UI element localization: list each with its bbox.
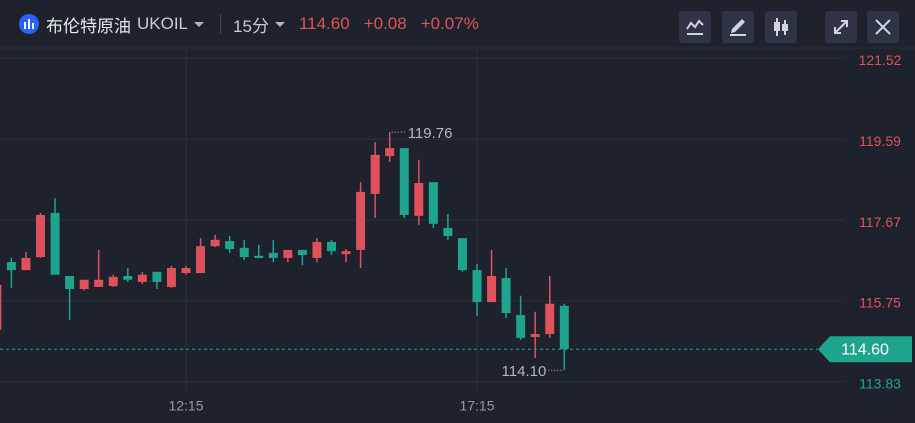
candle-body [6, 262, 16, 271]
candle-body [341, 251, 351, 255]
chart-type-button[interactable] [765, 11, 797, 43]
candle-body [472, 270, 482, 303]
candle-body [487, 276, 497, 303]
symbol-name: 布伦特原油 [46, 16, 131, 36]
candle-body [65, 276, 75, 290]
x-tick-label: 17:15 [459, 398, 494, 414]
candle-body [21, 257, 31, 271]
y-tick-label: 115.75 [859, 295, 901, 311]
annotation-label: 114.10 [502, 363, 547, 380]
last-price-label: 114.60 [841, 341, 889, 358]
annotation-label: 119.76 [408, 125, 453, 142]
price: 114.60 [298, 14, 350, 33]
fullscreen-button[interactable] [825, 11, 857, 43]
candle-body [268, 252, 278, 258]
indicator-button[interactable] [679, 11, 711, 43]
x-tick-label: 12:15 [168, 398, 203, 414]
change: +0.08 [363, 14, 407, 33]
candle-body [399, 148, 409, 216]
candle-body [36, 215, 45, 258]
draw-button[interactable] [722, 11, 754, 43]
interval[interactable]: 15分 [233, 16, 269, 36]
candle-body [356, 191, 366, 250]
candle-body [79, 279, 89, 290]
y-tick-label: 119.59 [859, 133, 901, 149]
candle-body [559, 305, 569, 350]
candle-body [545, 303, 555, 335]
symbol-code[interactable]: UKOIL [137, 14, 189, 33]
candle-body [443, 228, 453, 237]
candle-body [501, 278, 511, 314]
candle-body [181, 268, 191, 274]
symbol-icon [19, 14, 39, 34]
candle-body [327, 241, 336, 252]
candle-body [530, 334, 540, 337]
candle-body [239, 247, 249, 258]
candle-body [516, 315, 526, 338]
candle-body [414, 183, 424, 216]
candle-body [0, 284, 2, 330]
y-tick-label: 113.83 [859, 375, 901, 391]
header: 布伦特原油 UKOIL 15分 114.60 +0.08 +0.07% [0, 0, 915, 48]
candle-body [312, 241, 322, 258]
candle-body [196, 246, 206, 274]
separator [220, 14, 222, 34]
y-tick-label: 121.52 [859, 52, 902, 68]
close-button[interactable] [867, 11, 899, 43]
candle-body [94, 279, 104, 287]
candle-body [225, 241, 235, 250]
dropdown-caret[interactable] [274, 21, 285, 27]
candle-body [123, 276, 133, 280]
candle-body [108, 276, 118, 287]
candle-body [283, 249, 293, 258]
candle-body [254, 255, 264, 258]
change-pct: +0.07% [420, 14, 479, 33]
candle-body [166, 268, 176, 287]
candle-body [297, 249, 307, 255]
candle-body [428, 182, 438, 224]
candle-body [370, 154, 380, 194]
candle-body [152, 271, 162, 282]
y-tick-label: 117.67 [859, 214, 901, 230]
dropdown-caret[interactable] [194, 21, 205, 27]
candle-body [457, 238, 467, 271]
candle-body [210, 239, 220, 247]
last-price-tag [818, 336, 912, 363]
candle-body [50, 212, 60, 275]
candle-body [137, 274, 147, 282]
candle-body [385, 148, 395, 157]
